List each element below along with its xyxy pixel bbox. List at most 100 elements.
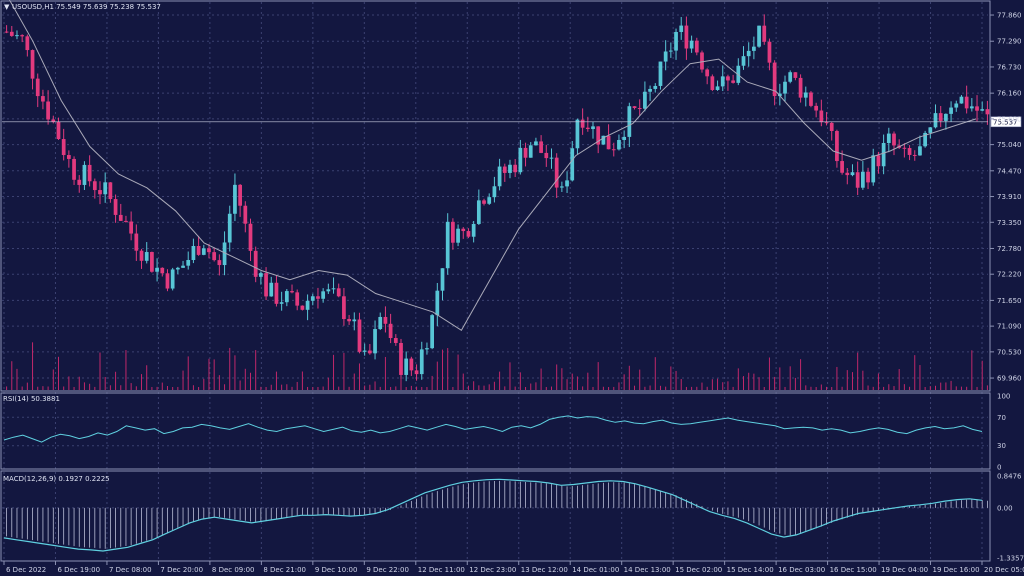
macd-level-label: 0.00 — [997, 504, 1013, 512]
candle-bear — [637, 108, 642, 110]
candle-bull — [886, 133, 891, 144]
candle-bear — [212, 252, 217, 261]
candle-bear — [985, 109, 990, 115]
price-tick-label: 76.730 — [997, 63, 1022, 71]
candle-bull — [487, 197, 492, 204]
candle-bull — [326, 289, 331, 292]
time-tick-label: 12 Dec 23:00 — [469, 566, 516, 574]
time-axis[interactable]: 6 Dec 2022 6 Dec 19:00 7 Dec 08:00 7 Dec 20… — [3, 561, 1024, 574]
candle-bull — [175, 267, 180, 270]
time-tick-label: 20 Dec 05:00 — [984, 566, 1024, 574]
candle-bear — [92, 181, 97, 191]
candle-bear — [902, 147, 907, 149]
candle-bear — [124, 220, 128, 222]
candle-bear — [580, 119, 585, 128]
main-pane-frame — [0, 0, 991, 392]
candle-bear — [523, 147, 528, 158]
candle-bear — [274, 282, 279, 304]
candle-bull — [752, 46, 756, 51]
candle-bull — [746, 50, 751, 57]
candle-bull — [103, 182, 108, 195]
candle-bull — [918, 146, 922, 156]
last-price-box — [990, 116, 1022, 128]
candle-bull — [201, 248, 206, 255]
candle-bull — [373, 329, 377, 354]
candle-bear — [139, 250, 144, 261]
candle-bear — [4, 31, 9, 33]
candle-bull — [181, 265, 185, 268]
candle-bull — [591, 126, 595, 130]
candle-bull — [549, 157, 554, 159]
candle-bear — [25, 36, 30, 51]
candle-bull — [881, 143, 886, 167]
candle-bull — [575, 119, 580, 149]
candle-bear — [705, 69, 710, 77]
volume-bars — [6, 341, 988, 390]
candle-bear — [855, 172, 860, 188]
price-tick-label: 70.530 — [997, 348, 1022, 356]
candle-bear — [113, 199, 118, 215]
candle-bear — [809, 92, 813, 106]
price-tick-label: 71.650 — [997, 297, 1022, 305]
macd-level-label: -1.3357 — [997, 555, 1024, 563]
candle-bear — [295, 292, 300, 306]
time-tick-label: 16 Dec 15:00 — [830, 566, 877, 574]
candle-bull — [305, 300, 310, 310]
rsi-label: RSI(14) 50.3881 — [3, 395, 60, 403]
candle-bear — [118, 214, 123, 221]
candle-bull — [757, 25, 761, 47]
candle-bear — [67, 155, 71, 159]
candle-bull — [222, 242, 227, 266]
candle-bear — [866, 171, 870, 183]
candle-bull — [456, 228, 460, 243]
candle-bear — [451, 221, 455, 243]
candle-bear — [20, 35, 25, 37]
candlesticks[interactable] — [4, 14, 990, 382]
candle-bear — [835, 131, 839, 162]
grid-lines — [2, 2, 988, 560]
candle-bear — [798, 77, 803, 98]
rsi-line — [3, 415, 983, 443]
price-axis[interactable]: 77.860 77.290 76.730 76.160 75.600 75.040 74.4… — [990, 12, 1022, 383]
price-tick-label: 72.220 — [997, 271, 1022, 279]
candle-bull — [959, 96, 964, 104]
macd-panel: 0.8476 0.00 -1.3357 — [2, 473, 1024, 563]
candle-bear — [611, 149, 616, 151]
candle-bear — [539, 141, 543, 153]
price-tick-label: 72.780 — [997, 245, 1022, 253]
candle-bear — [975, 106, 979, 111]
candle-bear — [98, 190, 102, 195]
candle-bull — [980, 109, 985, 111]
time-tick-label: 19 Dec 16:00 — [933, 566, 980, 574]
collapse-arrow-icon[interactable]: ▼ — [4, 3, 10, 11]
candle-bear — [767, 41, 772, 63]
candle-bull — [622, 136, 627, 140]
time-tick-label: 15 Dec 14:00 — [727, 566, 774, 574]
rsi-level-label: 100 — [997, 393, 1010, 401]
candle-bear — [248, 223, 253, 251]
candle-bear — [964, 96, 969, 109]
candle-bull — [860, 171, 865, 188]
candle-bull — [279, 302, 284, 304]
candle-bull — [476, 200, 481, 224]
price-tick-label: 69.960 — [997, 375, 1022, 383]
candle-bull — [601, 135, 606, 145]
candle-bear — [217, 260, 222, 266]
candle-bear — [87, 164, 92, 182]
candle-bear — [207, 248, 211, 253]
candle-bear — [726, 76, 730, 81]
candle-bear — [409, 358, 414, 371]
candle-bull — [419, 349, 424, 375]
candle-bear — [77, 179, 82, 185]
candle-bear — [694, 40, 699, 53]
candle-bear — [35, 78, 40, 97]
candle-bear — [606, 135, 611, 150]
candle-bull — [518, 147, 523, 173]
time-tick-label: 9 Dec 10:00 — [315, 566, 358, 574]
price-tick-label: 73.350 — [997, 219, 1022, 227]
candle-bull — [720, 76, 725, 87]
candle-bear — [367, 350, 372, 354]
candle-bear — [51, 119, 56, 122]
